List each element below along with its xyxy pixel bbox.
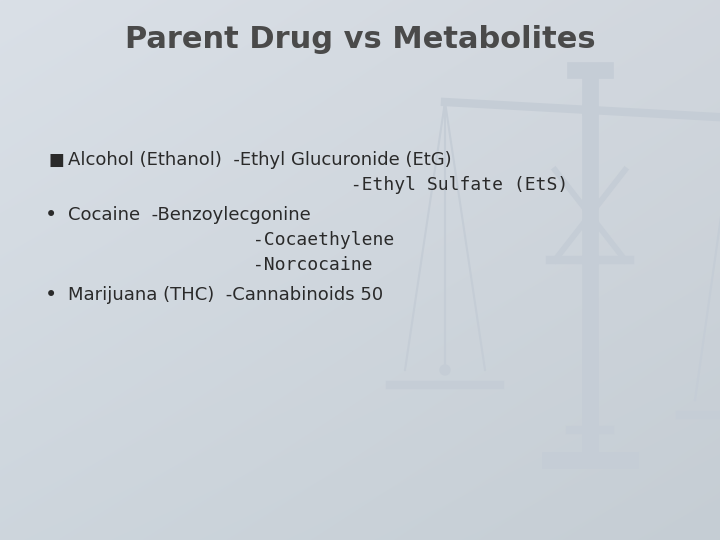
Text: Alcohol (Ethanol)  -Ethyl Glucuronide (EtG): Alcohol (Ethanol) -Ethyl Glucuronide (Et… xyxy=(68,151,451,169)
Text: Cocaine  -Benzoylecgonine: Cocaine -Benzoylecgonine xyxy=(68,206,311,224)
Text: Marijuana (THC)  -Cannabinoids 50: Marijuana (THC) -Cannabinoids 50 xyxy=(68,286,383,304)
Text: -Ethyl Sulfate (EtS): -Ethyl Sulfate (EtS) xyxy=(68,176,568,194)
Text: •: • xyxy=(45,205,58,225)
Text: •: • xyxy=(45,285,58,305)
Text: ■: ■ xyxy=(48,151,64,169)
Text: -Norcocaine: -Norcocaine xyxy=(68,256,372,274)
Text: Parent Drug vs Metabolites: Parent Drug vs Metabolites xyxy=(125,25,595,55)
Circle shape xyxy=(440,365,450,375)
Text: -Cocaethylene: -Cocaethylene xyxy=(68,231,395,249)
Circle shape xyxy=(582,102,598,118)
